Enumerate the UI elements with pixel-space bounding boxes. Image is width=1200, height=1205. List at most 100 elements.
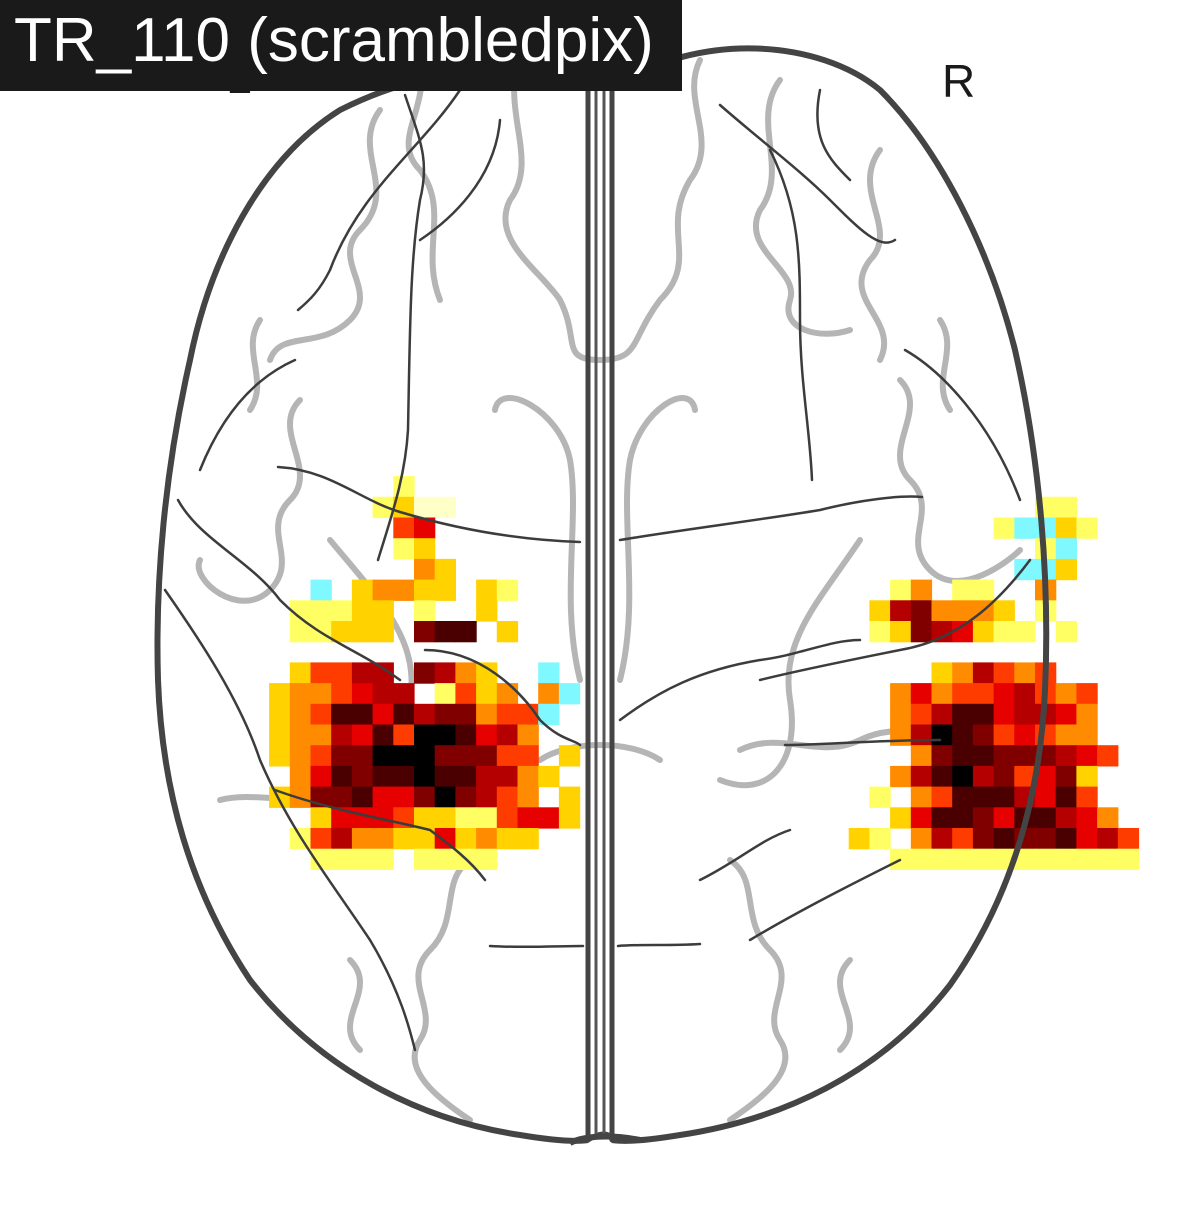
activation-voxel xyxy=(414,621,436,643)
activation-voxel xyxy=(310,765,332,788)
activation-voxel xyxy=(1097,745,1119,767)
activation-voxel xyxy=(931,662,953,684)
activation-voxel xyxy=(910,600,933,622)
activation-voxel xyxy=(414,579,436,601)
activation-voxel xyxy=(310,807,332,829)
activation-voxel xyxy=(372,745,394,767)
activation-voxel xyxy=(289,765,312,788)
activation-voxel xyxy=(910,621,933,643)
activation-voxel xyxy=(310,662,332,684)
activation-voxel xyxy=(310,848,332,870)
activation-voxel xyxy=(434,807,456,829)
activation-voxel xyxy=(952,683,974,705)
activation-voxel xyxy=(1055,703,1077,726)
activation-voxel xyxy=(393,703,415,726)
activation-voxel xyxy=(414,496,436,519)
activation-voxel xyxy=(1076,683,1098,705)
activation-voxel xyxy=(476,579,498,601)
activation-voxel xyxy=(517,765,539,788)
activation-voxel xyxy=(289,683,312,705)
activation-voxel xyxy=(414,703,436,726)
activation-voxel xyxy=(1055,621,1077,643)
activation-voxel xyxy=(372,621,394,643)
activation-voxel xyxy=(331,724,353,746)
activation-voxel xyxy=(289,600,312,622)
activation-voxel xyxy=(331,807,353,829)
activation-voxel xyxy=(1055,683,1077,705)
activation-voxel xyxy=(476,807,498,829)
activation-voxel xyxy=(351,765,374,788)
activation-voxel xyxy=(1055,828,1077,850)
activation-voxel xyxy=(331,848,353,870)
activation-voxel xyxy=(372,683,394,705)
activation-voxel xyxy=(1055,807,1077,829)
activation-voxel xyxy=(910,786,933,808)
activation-voxel xyxy=(331,745,353,767)
activation-voxel xyxy=(910,683,933,705)
activation-voxel xyxy=(1055,517,1077,539)
activation-voxel xyxy=(993,703,1015,726)
activation-voxel xyxy=(331,600,353,622)
activation-voxel xyxy=(372,828,394,850)
activation-voxel xyxy=(372,579,394,601)
figure-title: TR_110 (scrambledpix) xyxy=(0,0,682,91)
activation-voxel xyxy=(1076,848,1098,870)
activation-voxel xyxy=(972,828,995,850)
activation-voxel xyxy=(1014,765,1036,788)
activation-voxel xyxy=(890,600,912,622)
activation-voxel xyxy=(434,579,456,601)
activation-voxel xyxy=(1035,807,1057,829)
brain-outline xyxy=(154,45,1050,1146)
activation-voxel xyxy=(434,765,456,788)
activation-voxel xyxy=(310,724,332,746)
activation-voxel xyxy=(972,848,995,870)
activation-voxel xyxy=(1014,848,1036,870)
activation-voxel xyxy=(476,703,498,726)
activation-voxel xyxy=(434,745,456,767)
activation-voxel xyxy=(455,724,477,746)
activation-voxel xyxy=(310,579,332,601)
activation-voxel xyxy=(269,745,291,767)
activation-voxel xyxy=(393,828,415,850)
activation-voxel xyxy=(972,662,995,684)
activation-voxel xyxy=(931,703,953,726)
activation-voxel xyxy=(931,683,953,705)
activation-voxel xyxy=(331,765,353,788)
activation-voxel xyxy=(496,745,519,767)
activation-voxel xyxy=(393,538,415,560)
activation-voxel xyxy=(1076,807,1098,829)
activation-map xyxy=(269,476,1140,870)
activation-voxel xyxy=(310,703,332,726)
activation-voxel xyxy=(952,621,974,643)
activation-voxel xyxy=(414,538,436,560)
activation-voxel xyxy=(351,745,374,767)
activation-voxel xyxy=(1014,662,1036,684)
activation-voxel xyxy=(931,765,953,788)
activation-voxel xyxy=(538,765,560,788)
activation-voxel xyxy=(331,828,353,850)
activation-voxel xyxy=(931,807,953,829)
activation-voxel xyxy=(351,724,374,746)
activation-voxel xyxy=(331,621,353,643)
activation-voxel xyxy=(558,745,581,767)
activation-voxel xyxy=(496,807,519,829)
right-hemisphere-label: R xyxy=(942,55,976,107)
activation-voxel xyxy=(455,621,477,643)
activation-voxel xyxy=(1117,848,1140,870)
activation-voxel xyxy=(890,765,912,788)
activation-voxel xyxy=(351,600,374,622)
activation-voxel xyxy=(351,662,374,684)
activation-voxel xyxy=(476,848,498,870)
activation-voxel xyxy=(351,579,374,601)
activation-voxel xyxy=(1076,703,1098,726)
activation-voxel xyxy=(496,786,519,808)
activation-voxel xyxy=(910,765,933,788)
activation-voxel xyxy=(414,517,436,539)
activation-voxel xyxy=(496,724,519,746)
activation-voxel xyxy=(1055,558,1077,581)
activation-voxel xyxy=(476,765,498,788)
activation-voxel xyxy=(351,828,374,850)
activation-voxel xyxy=(496,621,519,643)
activation-voxel xyxy=(538,703,560,726)
